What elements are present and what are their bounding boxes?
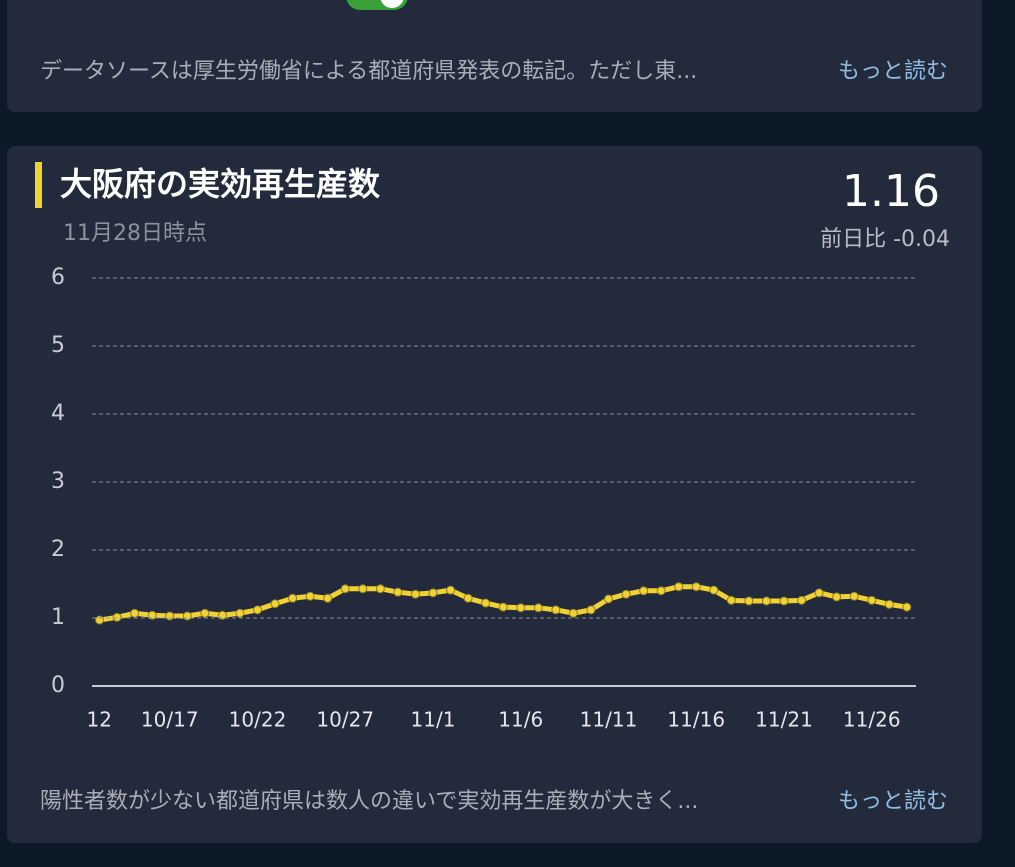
read-more[interactable]: もっと読む	[838, 789, 948, 814]
plot	[95, 582, 912, 625]
data-point	[130, 608, 140, 618]
y-tick-label: 1	[51, 605, 65, 630]
data-point	[270, 599, 280, 609]
card-subtitle: 11月28日時点	[63, 221, 207, 246]
data-point	[428, 588, 438, 598]
x-tick-label: 11/11	[580, 708, 638, 732]
data-point	[375, 584, 385, 594]
data-point	[253, 605, 262, 615]
data-point	[95, 615, 105, 625]
x-axis: 12 10/17 10/22 10/27 11/1 11/6 11/11 11/16 11/21…	[87, 708, 901, 732]
x-tick-label: 10/22	[229, 708, 287, 732]
data-point	[288, 593, 298, 603]
data-point	[674, 582, 684, 592]
data-point	[761, 596, 771, 606]
data-point	[323, 593, 333, 603]
data-point	[568, 608, 578, 618]
data-point	[621, 589, 631, 599]
x-tick-label: 11/6	[498, 708, 543, 732]
data-point	[709, 585, 719, 595]
x-tick-label: 10/27	[316, 708, 374, 732]
day-change: 前日比 -0.04	[820, 227, 950, 252]
data-point	[867, 595, 877, 605]
x-tick-label: 12	[87, 708, 112, 732]
y-tick-label: 3	[51, 469, 65, 494]
y-tick-label: 4	[51, 401, 65, 426]
data-point	[165, 611, 175, 621]
data-point	[814, 588, 824, 598]
data-point	[410, 589, 420, 599]
data-point	[656, 586, 666, 596]
data-point	[340, 584, 350, 594]
data-point	[691, 582, 701, 592]
data-point	[744, 596, 754, 606]
data-point	[849, 591, 859, 601]
data-point	[393, 587, 403, 597]
data-point	[305, 591, 315, 601]
y-tick-label: 5	[51, 333, 65, 358]
data-point	[358, 584, 368, 594]
data-point	[498, 602, 508, 612]
current-value: 1.16	[842, 166, 940, 217]
y-tick-label: 2	[51, 537, 65, 562]
card-title: 大阪府の実効再生産数	[60, 165, 381, 203]
data-point	[200, 608, 210, 618]
data-point	[446, 585, 456, 595]
data-point	[516, 603, 526, 613]
data-point	[902, 602, 912, 612]
chart-card	[7, 146, 982, 843]
x-tick-label: 11/26	[843, 708, 901, 732]
data-point	[112, 612, 122, 622]
x-tick-label: 10/17	[141, 708, 199, 732]
source-note: データソースは厚生労働省による都道府県発表の転記。ただし東...	[40, 59, 697, 84]
data-point	[147, 610, 157, 620]
title-accent	[35, 162, 42, 208]
data-point	[604, 594, 613, 604]
y-tick-label: 0	[51, 673, 65, 698]
x-tick-label: 11/1	[411, 708, 456, 732]
data-point	[533, 603, 543, 613]
data-point	[551, 605, 561, 615]
data-point	[182, 611, 192, 621]
read-more[interactable]: もっと読む	[838, 59, 948, 84]
data-point	[463, 593, 473, 603]
toggle-knob	[380, 0, 404, 8]
data-point	[832, 592, 842, 602]
data-point	[884, 599, 894, 609]
y-tick-label: 6	[51, 265, 65, 290]
chart-footnote: 陽性者数が少ない都道府県は数人の違いで実効再生産数が大きく...	[40, 789, 698, 814]
data-point	[726, 595, 736, 605]
data-point	[639, 586, 649, 596]
data-point	[481, 598, 491, 608]
data-point	[235, 608, 245, 618]
data-point	[217, 610, 227, 620]
x-tick-label: 11/21	[755, 708, 813, 732]
data-point	[797, 595, 807, 605]
x-tick-label: 11/16	[667, 708, 725, 732]
data-point	[779, 596, 789, 606]
top-card	[7, 0, 982, 112]
data-point	[586, 605, 596, 615]
